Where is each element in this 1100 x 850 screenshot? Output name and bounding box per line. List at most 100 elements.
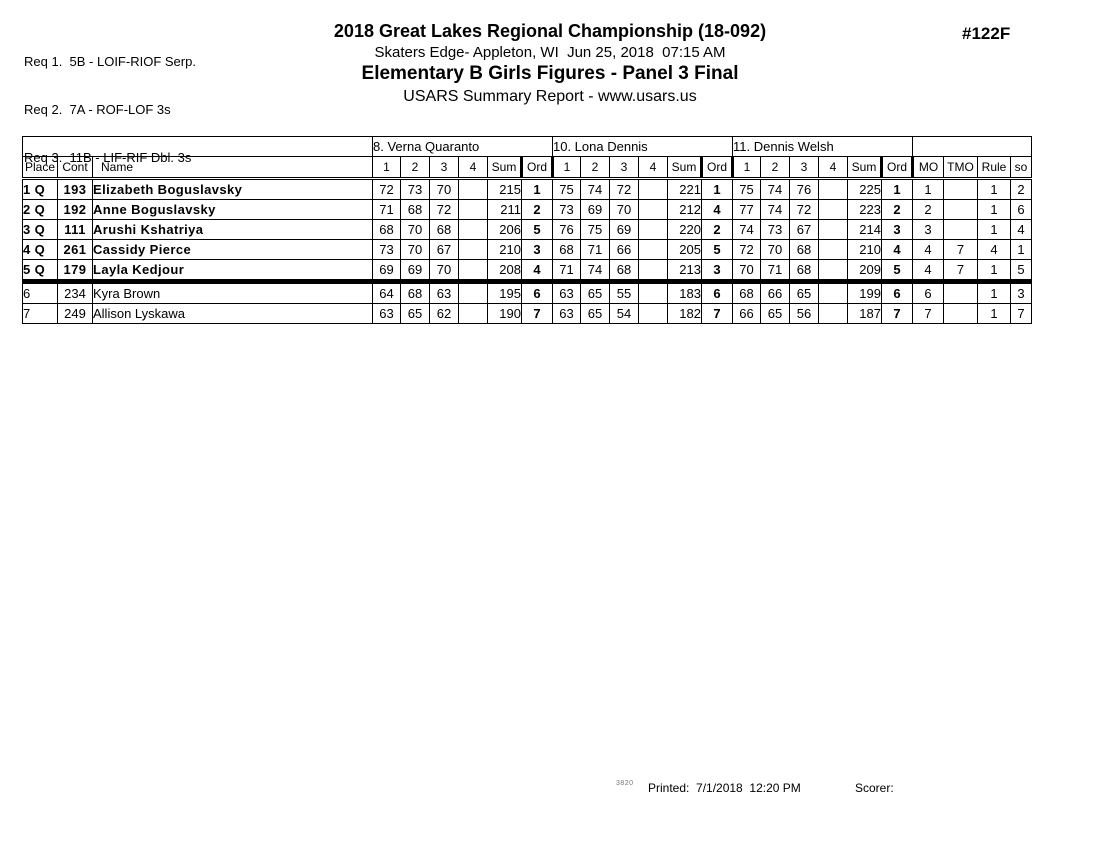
requirement-line-1: Req 1. 5B - LOIF-RIOF Serp. bbox=[24, 54, 196, 69]
rule-cell: 1 bbox=[977, 279, 1011, 304]
so-cell: 1 bbox=[1010, 239, 1032, 260]
score-cell bbox=[638, 279, 668, 304]
sum-cell: 210 bbox=[847, 239, 882, 260]
col-header-place: Place bbox=[22, 156, 58, 180]
tmo-cell bbox=[943, 303, 978, 324]
so-cell: 3 bbox=[1010, 279, 1032, 304]
ordinal-cell: 6 bbox=[881, 279, 913, 304]
score-cell: 70 bbox=[760, 239, 790, 260]
ordinal-cell: 4 bbox=[881, 239, 913, 260]
sum-cell: 195 bbox=[487, 279, 522, 304]
score-cell: 72 bbox=[429, 199, 459, 220]
sum-cell: 187 bbox=[847, 303, 882, 324]
tmo-cell bbox=[943, 199, 978, 220]
score-cell bbox=[638, 178, 668, 200]
col-header-cont: Cont bbox=[57, 156, 93, 180]
sum-cell: 210 bbox=[487, 239, 522, 260]
tmo-cell: 7 bbox=[943, 259, 978, 282]
score-cell bbox=[458, 199, 488, 220]
tmo-cell bbox=[943, 219, 978, 240]
ordinal-cell: 7 bbox=[701, 303, 733, 324]
score-cell: 69 bbox=[580, 199, 610, 220]
col-header-so: so bbox=[1010, 156, 1032, 180]
judge-name-cell: 8. Verna Quaranto bbox=[372, 136, 553, 157]
place-cell: 1 Q bbox=[22, 178, 58, 200]
score-cell: 65 bbox=[760, 303, 790, 324]
table-row: 7 249 Allison Lyskawa 63 65 62 190 7 63 … bbox=[22, 303, 1032, 324]
place-cell: 4 Q bbox=[22, 239, 58, 260]
contestant-number-cell: 111 bbox=[57, 219, 93, 240]
event-number: #122F bbox=[962, 24, 1011, 43]
skater-name-cell: Elizabeth Boguslavsky bbox=[92, 178, 373, 200]
mo-cell: 7 bbox=[912, 303, 944, 324]
col-header-sum: Sum bbox=[847, 156, 882, 180]
ordinal-cell: 1 bbox=[521, 178, 553, 200]
score-cell: 65 bbox=[580, 303, 610, 324]
score-cell bbox=[818, 239, 848, 260]
judges-header-row: 8. Verna Quaranto 10. Lona Dennis 11. De… bbox=[22, 136, 1032, 157]
sum-cell: 199 bbox=[847, 279, 882, 304]
score-cell bbox=[638, 199, 668, 220]
score-cell: 72 bbox=[609, 178, 639, 200]
so-cell: 6 bbox=[1010, 199, 1032, 220]
col-header-figure-1: 1 bbox=[372, 156, 401, 180]
score-cell: 68 bbox=[789, 259, 819, 282]
ordinal-cell: 4 bbox=[701, 199, 733, 220]
judge-name-cell: 10. Lona Dennis bbox=[552, 136, 733, 157]
score-cell: 70 bbox=[429, 259, 459, 282]
ordinal-cell: 6 bbox=[701, 279, 733, 304]
score-cell bbox=[638, 259, 668, 282]
score-cell: 64 bbox=[372, 279, 401, 304]
sum-cell: 212 bbox=[667, 199, 702, 220]
competition-title: 2018 Great Lakes Regional Championship (… bbox=[333, 21, 767, 41]
mo-cell: 6 bbox=[912, 279, 944, 304]
score-cell: 71 bbox=[760, 259, 790, 282]
score-cell: 77 bbox=[732, 199, 761, 220]
so-cell: 5 bbox=[1010, 259, 1032, 282]
mo-cell: 2 bbox=[912, 199, 944, 220]
print-code: 3820 bbox=[616, 780, 634, 787]
score-cell bbox=[818, 259, 848, 282]
ordinal-cell: 1 bbox=[701, 178, 733, 200]
place-cell: 3 Q bbox=[22, 219, 58, 240]
sum-cell: 225 bbox=[847, 178, 882, 200]
score-cell: 63 bbox=[372, 303, 401, 324]
requirement-line-2: Req 2. 7A - ROF-LOF 3s bbox=[24, 102, 171, 117]
printed-timestamp: Printed: 7/1/2018 12:20 PM bbox=[648, 781, 801, 795]
score-cell: 69 bbox=[400, 259, 430, 282]
score-cell: 76 bbox=[789, 178, 819, 200]
score-cell: 67 bbox=[429, 239, 459, 260]
place-cell: 5 Q bbox=[22, 259, 58, 282]
place-cell: 7 bbox=[22, 303, 58, 324]
score-cell: 65 bbox=[400, 303, 430, 324]
score-cell bbox=[458, 178, 488, 200]
ordinal-cell: 6 bbox=[521, 279, 553, 304]
col-header-sum: Sum bbox=[487, 156, 522, 180]
score-cell: 63 bbox=[429, 279, 459, 304]
score-cell: 70 bbox=[609, 199, 639, 220]
sum-cell: 221 bbox=[667, 178, 702, 200]
score-cell: 73 bbox=[760, 219, 790, 240]
ordinal-cell: 2 bbox=[521, 199, 553, 220]
place-cell: 6 bbox=[22, 279, 58, 304]
sum-cell: 215 bbox=[487, 178, 522, 200]
score-cell: 69 bbox=[372, 259, 401, 282]
score-cell bbox=[458, 259, 488, 282]
score-cell bbox=[638, 303, 668, 324]
spacer-cell bbox=[912, 136, 1032, 157]
skater-name-cell: Arushi Kshatriya bbox=[92, 219, 373, 240]
score-cell: 75 bbox=[552, 178, 581, 200]
table-row: 6 234 Kyra Brown 64 68 63 195 6 63 65 55… bbox=[22, 279, 1032, 304]
col-header-figure-4: 4 bbox=[458, 156, 488, 180]
skater-name-cell: Cassidy Pierce bbox=[92, 239, 373, 260]
score-cell: 66 bbox=[760, 279, 790, 304]
ordinal-cell: 3 bbox=[701, 259, 733, 282]
score-cell bbox=[458, 219, 488, 240]
score-cell: 68 bbox=[732, 279, 761, 304]
score-cell: 66 bbox=[609, 239, 639, 260]
table-row: 2 Q 192 Anne Boguslavsky 71 68 72 211 2 … bbox=[22, 199, 1032, 220]
skater-name-cell: Layla Kedjour bbox=[92, 259, 373, 282]
score-cell: 55 bbox=[609, 279, 639, 304]
sum-cell: 213 bbox=[667, 259, 702, 282]
contestant-number-cell: 192 bbox=[57, 199, 93, 220]
